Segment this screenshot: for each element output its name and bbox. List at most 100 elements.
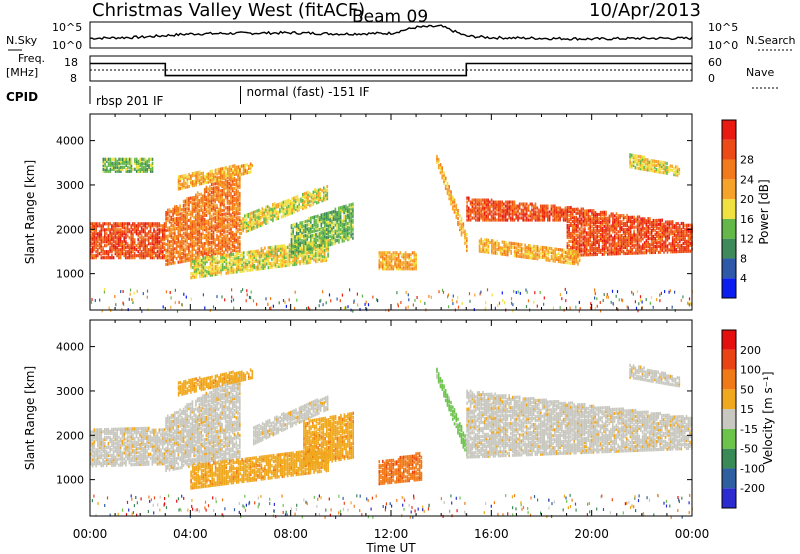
data-cell <box>265 209 267 213</box>
data-cell <box>524 218 526 222</box>
data-cell <box>203 252 206 256</box>
data-cell <box>594 238 597 243</box>
data-cell <box>594 229 597 233</box>
data-cell <box>382 253 384 257</box>
data-cell <box>226 184 229 188</box>
data-cell <box>478 208 481 212</box>
data-cell <box>237 190 239 194</box>
data-cell <box>301 221 303 225</box>
data-cell <box>378 255 381 259</box>
data-cell <box>184 231 187 235</box>
data-cell <box>125 234 127 238</box>
data-cell <box>223 186 225 190</box>
data-cell <box>221 240 223 245</box>
data-cell <box>189 222 192 226</box>
data-cell <box>205 237 208 241</box>
data-cell <box>95 254 97 258</box>
data-cell <box>181 248 183 252</box>
data-cell <box>235 202 238 206</box>
data-cell <box>510 200 512 204</box>
data-cell <box>118 230 120 234</box>
data-cell <box>554 208 556 212</box>
data-cell <box>480 212 482 216</box>
data-cell <box>271 263 273 267</box>
data-cell <box>221 189 223 193</box>
data-cell <box>294 199 297 203</box>
data-cell <box>497 200 500 204</box>
data-cell <box>172 245 174 249</box>
data-cell <box>198 209 201 213</box>
data-cell <box>339 210 342 214</box>
data-cell <box>146 252 148 256</box>
data-cell <box>607 226 609 230</box>
data-cell <box>242 225 244 229</box>
data-cell <box>232 197 234 201</box>
data-cell <box>149 242 152 246</box>
data-cell <box>254 218 257 222</box>
data-cell <box>158 252 161 256</box>
data-cell <box>633 235 635 239</box>
data-cell <box>317 200 320 204</box>
data-cell <box>478 212 481 216</box>
data-cell <box>219 173 222 177</box>
data-cell <box>235 206 238 210</box>
data-cell <box>534 212 537 216</box>
data-cell <box>564 212 567 216</box>
data-cell <box>309 250 312 254</box>
data-cell <box>225 257 228 261</box>
data-cell <box>313 237 316 241</box>
data-cell <box>483 212 486 216</box>
data-cell <box>324 224 326 228</box>
data-cell <box>394 263 396 267</box>
data-cell <box>587 239 590 243</box>
data-cell <box>254 210 257 214</box>
data-cell <box>497 204 500 208</box>
data-cell <box>104 234 106 238</box>
data-cell <box>223 184 225 188</box>
data-cell <box>570 247 572 251</box>
data-cell <box>316 195 318 199</box>
data-cell <box>642 245 644 249</box>
data-cell <box>269 250 271 254</box>
data-cell <box>478 214 481 218</box>
data-cell <box>307 200 309 204</box>
data-cell <box>652 222 655 227</box>
data-cell <box>193 221 195 226</box>
data-cell <box>288 247 291 251</box>
data-cell <box>325 242 328 246</box>
data-cell <box>404 265 407 269</box>
data-cell <box>182 239 185 243</box>
data-cell <box>352 214 354 218</box>
data-cell <box>221 246 223 251</box>
data-cell <box>200 218 202 222</box>
data-cell <box>237 176 239 180</box>
data-cell <box>562 218 565 222</box>
data-cell <box>197 263 199 267</box>
data-cell <box>219 179 222 183</box>
data-cell <box>656 220 658 224</box>
data-cell <box>343 235 345 239</box>
data-cell <box>147 242 150 246</box>
data-cell <box>284 210 286 214</box>
data-cell <box>633 239 635 243</box>
data-cell <box>452 197 454 201</box>
data-cell <box>193 275 196 279</box>
data-cell <box>214 244 216 248</box>
data-cell <box>182 223 185 227</box>
data-cell <box>310 203 313 207</box>
data-cell <box>446 183 449 187</box>
data-cell <box>144 226 146 230</box>
data-cell <box>631 215 634 219</box>
data-cell <box>257 259 259 263</box>
data-cell <box>640 237 642 241</box>
data-cell <box>191 236 194 240</box>
data-cell <box>297 260 299 264</box>
data-cell <box>439 165 442 169</box>
data-cell <box>437 158 440 162</box>
data-cell <box>211 259 213 263</box>
data-cell <box>334 231 337 235</box>
data-cell <box>186 255 188 259</box>
data-cell <box>603 224 606 228</box>
data-cell <box>334 229 337 233</box>
data-cell <box>331 238 333 242</box>
